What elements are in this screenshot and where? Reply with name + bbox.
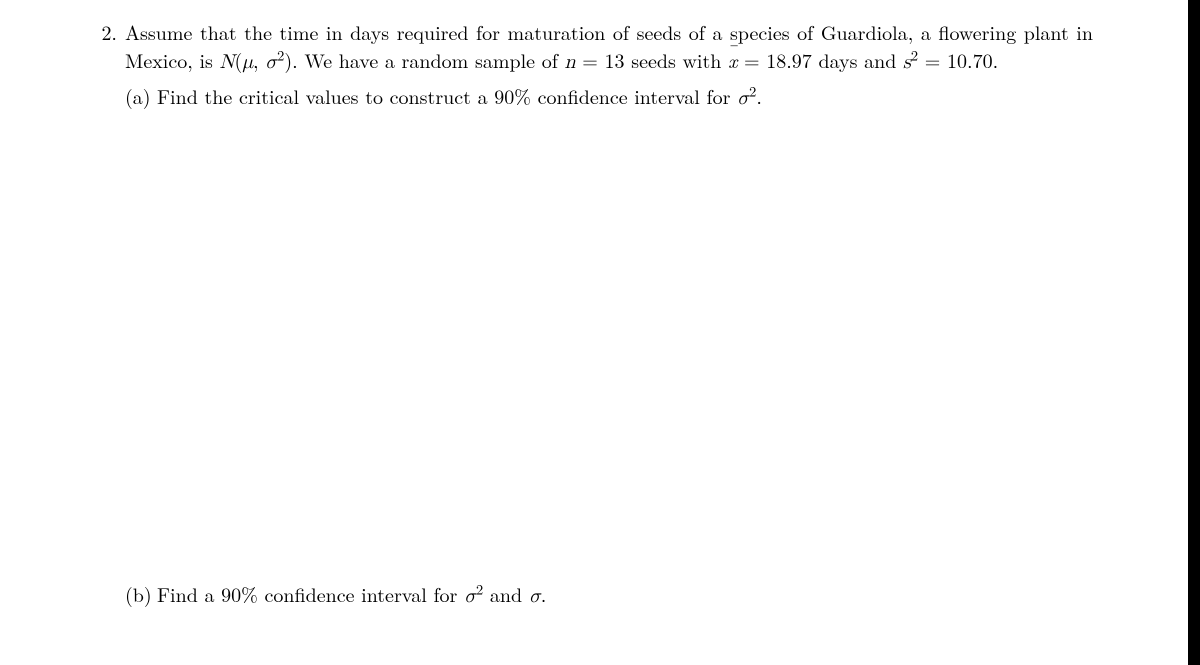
equals-3: = — [918, 45, 947, 74]
dist-comma: , — [253, 45, 265, 74]
subpart-b: (b) Find a 90% confidence interval for σ… — [125, 580, 1093, 610]
subpart-a-text: Find the critical values to construct a … — [157, 82, 1093, 112]
problem-body: Assume that the time in days required fo… — [125, 18, 1093, 610]
part-b-text-2: and — [483, 579, 529, 608]
n-variable: n — [565, 52, 576, 72]
sigma-b: σ — [529, 586, 541, 606]
problem-container: 2. Assume that the time in days required… — [95, 18, 1093, 610]
xbar-variable: x — [728, 46, 737, 74]
equals-2: = — [737, 45, 766, 74]
part-b-text-1: Find a 90% confidence interval for — [157, 579, 464, 608]
intro-text-4: days and — [812, 45, 903, 74]
subpart-a: (a) Find the critical values to construc… — [125, 82, 1093, 112]
subpart-b-text: Find a 90% confidence interval for σ2 an… — [157, 580, 1093, 610]
subpart-b-label: (b) — [125, 580, 157, 608]
distribution-notation: N — [220, 52, 235, 72]
dist-close: ) — [284, 45, 292, 74]
subpart-a-label: (a) — [125, 82, 157, 110]
xbar-value: 18.97 — [766, 45, 812, 74]
s-variable: s — [903, 52, 911, 72]
sigma-sq-symbol: σ — [265, 52, 277, 72]
intro-text-2: . We have a random sample of — [292, 45, 564, 74]
intro-end: . — [993, 45, 999, 74]
intro-text-3: seeds with — [625, 45, 729, 74]
problem-intro: Assume that the time in days required fo… — [125, 18, 1093, 76]
sigma-a: σ — [737, 88, 749, 108]
sigma2-b: σ — [464, 586, 476, 606]
equals-1: = — [576, 45, 605, 74]
s2-value: 10.70 — [947, 45, 993, 74]
n-value: 13 — [605, 45, 625, 74]
mu-symbol: μ — [242, 52, 253, 72]
problem-number: 2. — [95, 18, 125, 46]
part-a-text-1: Find the critical values to construct a … — [157, 81, 737, 110]
document-page: 2. Assume that the time in days required… — [0, 0, 1188, 665]
part-a-end: . — [756, 81, 762, 110]
part-b-end: . — [541, 579, 547, 608]
